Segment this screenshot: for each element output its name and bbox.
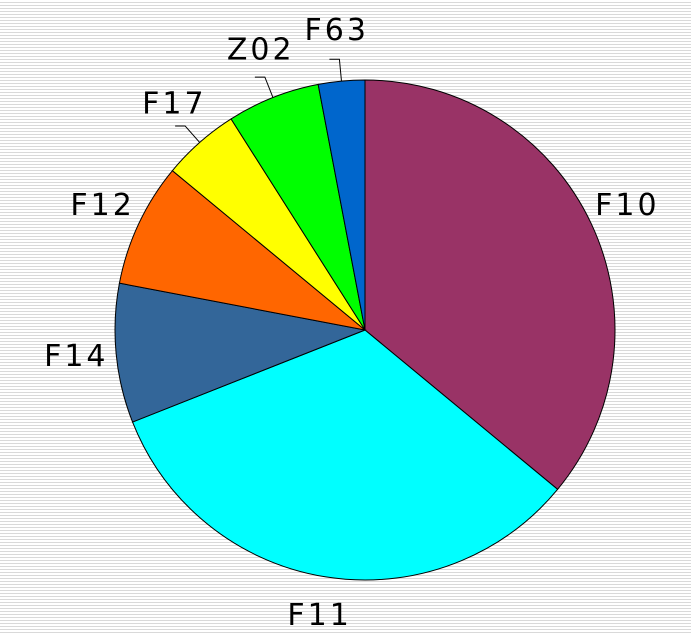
- pie-slice: [131, 329, 559, 581]
- slice-label: F63: [305, 13, 369, 48]
- slice-label: F14: [44, 339, 108, 374]
- pie-slice: [364, 79, 616, 491]
- leader-line: [175, 125, 201, 143]
- slice-label: F11: [287, 598, 351, 633]
- slice-label: F10: [595, 188, 659, 223]
- pie-slice: [317, 79, 366, 331]
- leader-line: [254, 76, 274, 98]
- slice-label: Z02: [227, 33, 295, 68]
- pie-slice: [114, 282, 367, 423]
- slice-label: F12: [70, 188, 134, 223]
- pie-slice: [118, 169, 366, 331]
- slice-label: F17: [142, 86, 206, 121]
- leader-line: [329, 58, 342, 82]
